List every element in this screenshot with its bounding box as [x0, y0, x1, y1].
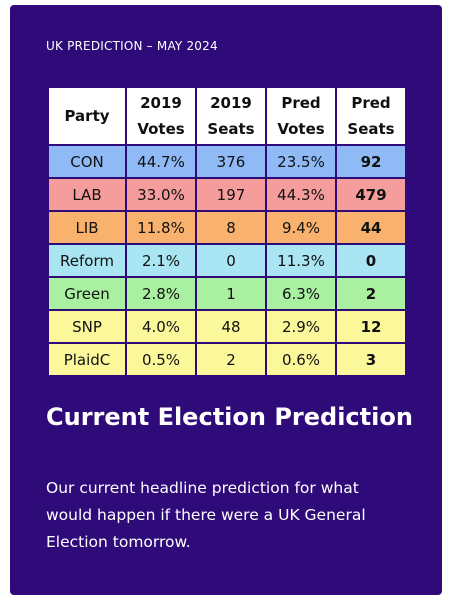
table-cell: 0	[337, 245, 405, 276]
table-cell: 44	[337, 212, 405, 243]
table-cell: 23.5%	[267, 146, 335, 177]
table-cell: 8	[197, 212, 265, 243]
table-head: Party 2019 Votes 2019 Seats Pred Votes Pred …	[49, 88, 405, 144]
table-cell: LAB	[49, 179, 125, 210]
column-header: Pred Seats	[337, 88, 405, 144]
table-cell: 44.7%	[127, 146, 195, 177]
prediction-table: Party 2019 Votes 2019 Seats Pred Votes Pred …	[47, 86, 407, 377]
table-cell: 2.1%	[127, 245, 195, 276]
table-cell: 0.6%	[267, 344, 335, 375]
party-row: LAB 33.0% 197 44.3% 479	[49, 179, 405, 210]
table-cell: 92	[337, 146, 405, 177]
table-cell: 2.9%	[267, 311, 335, 342]
header-row: Party 2019 Votes 2019 Seats Pred Votes Pred …	[49, 88, 405, 144]
table-cell: LIB	[49, 212, 125, 243]
card-title: UK PREDICTION – MAY 2024	[46, 39, 218, 53]
table-cell: 2	[337, 278, 405, 309]
table-cell: PlaidC	[49, 344, 125, 375]
party-row: Green 2.8% 1 6.3% 2	[49, 278, 405, 309]
table-cell: 1	[197, 278, 265, 309]
prediction-card: UK PREDICTION – MAY 2024 Party 2019 Votes…	[10, 5, 442, 595]
table-cell: 6.3%	[267, 278, 335, 309]
table-cell: 479	[337, 179, 405, 210]
party-row: PlaidC 0.5% 2 0.6% 3	[49, 344, 405, 375]
table-cell: SNP	[49, 311, 125, 342]
table-cell: CON	[49, 146, 125, 177]
table-cell: Green	[49, 278, 125, 309]
party-row: Reform 2.1% 0 11.3% 0	[49, 245, 405, 276]
table-cell: 0.5%	[127, 344, 195, 375]
party-row: CON 44.7% 376 23.5% 92	[49, 146, 405, 177]
table-cell: 376	[197, 146, 265, 177]
table-cell: 0	[197, 245, 265, 276]
table-cell: 2.8%	[127, 278, 195, 309]
paragraph: Our current headline prediction for what…	[46, 479, 366, 551]
table-cell: 11.3%	[267, 245, 335, 276]
heading: Current Election Prediction	[46, 403, 413, 431]
table-cell: 9.4%	[267, 212, 335, 243]
table-cell: 33.0%	[127, 179, 195, 210]
table-cell: 3	[337, 344, 405, 375]
column-header: 2019 Seats	[197, 88, 265, 144]
column-header: Party	[49, 88, 125, 144]
table-cell: 12	[337, 311, 405, 342]
column-header: 2019 Votes	[127, 88, 195, 144]
party-row: SNP 4.0% 48 2.9% 12	[49, 311, 405, 342]
column-header: Pred Votes	[267, 88, 335, 144]
table-cell: 2	[197, 344, 265, 375]
table-cell: 48	[197, 311, 265, 342]
party-row: LIB 11.8% 8 9.4% 44	[49, 212, 405, 243]
table-cell: 4.0%	[127, 311, 195, 342]
table-cell: 11.8%	[127, 212, 195, 243]
table-cell: 44.3%	[267, 179, 335, 210]
table-body: CON 44.7% 376 23.5% 92 LAB 33.0% 197 44.3% 479 LIB…	[49, 146, 405, 375]
table-cell: 197	[197, 179, 265, 210]
table-cell: Reform	[49, 245, 125, 276]
